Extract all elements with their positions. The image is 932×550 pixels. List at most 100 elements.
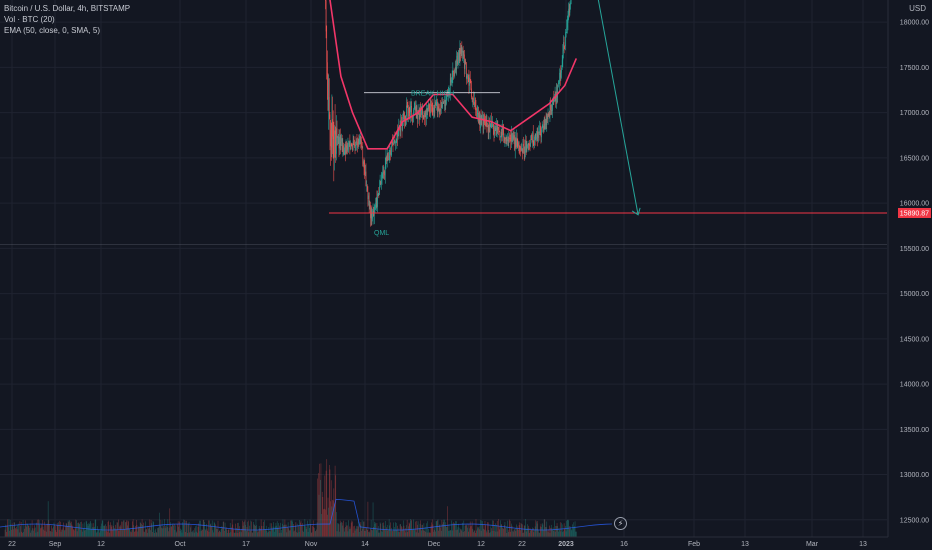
- candle-body: [475, 108, 477, 110]
- volume-bar: [351, 520, 353, 537]
- volume-indicator-label[interactable]: Vol · BTC (20): [4, 15, 55, 24]
- candle-body: [460, 47, 461, 54]
- candle-body: [511, 133, 512, 142]
- volume-bar: [377, 529, 378, 537]
- volume-bar: [345, 522, 347, 537]
- candle-body: [522, 148, 523, 153]
- volume-bar: [121, 530, 123, 537]
- volume-bar: [134, 531, 135, 537]
- volume-bar: [49, 530, 51, 537]
- volume-bar: [93, 527, 95, 537]
- candle-body: [513, 135, 515, 139]
- candle-body: [462, 50, 464, 56]
- candle-body: [511, 133, 513, 142]
- volume-bar: [107, 521, 109, 537]
- volume-bar: [214, 523, 216, 537]
- candle-body: [547, 114, 549, 120]
- volume-bar: [325, 470, 327, 537]
- volume-bar: [276, 521, 278, 537]
- candle-body: [339, 137, 341, 146]
- candle-body: [416, 106, 418, 112]
- candle-body: [329, 114, 331, 131]
- volume-bar: [452, 530, 454, 537]
- volume-bar: [30, 532, 32, 537]
- volume-bar: [408, 526, 409, 537]
- volume-bar: [485, 525, 486, 537]
- volume-bar: [197, 532, 198, 537]
- ema-indicator-label[interactable]: EMA (50, close, 0, SMA, 5): [4, 26, 101, 35]
- candle-body: [504, 138, 506, 142]
- volume-bar: [287, 522, 289, 537]
- volume-bar: [134, 531, 136, 537]
- price-axis[interactable]: 12500.00 13000.00 13500.00 14000.00 14500.00…: [887, 0, 932, 537]
- volume-bar: [336, 531, 338, 537]
- volume-bar: [523, 525, 525, 537]
- candle-body: [442, 102, 444, 104]
- annotations[interactable]: BOS firstBREAK HIGHQMLsupport makes resi…: [374, 0, 641, 237]
- symbol-title[interactable]: Bitcoin / U.S. Dollar, 4h, BITSTAMP: [4, 4, 131, 13]
- candle-body: [355, 145, 356, 146]
- candle-body: [390, 153, 392, 155]
- volume-bar: [15, 527, 16, 537]
- volume-bar: [29, 527, 30, 537]
- volume-bar: [514, 529, 515, 537]
- volume-bar: [388, 519, 390, 537]
- candle-body: [406, 105, 407, 117]
- time-axis[interactable]: 22 Sep 12 Oct 17 Nov 14 Dec 12 22 2023 16 Feb 13 Mar 13: [0, 536, 932, 550]
- price-tick-label: 15500.00: [900, 246, 929, 253]
- volume-bar: [100, 526, 102, 537]
- ema-series-line: [329, 0, 578, 150]
- volume-bar: [558, 528, 560, 537]
- volume-bar: [280, 532, 282, 537]
- volume-bar: [332, 499, 333, 537]
- candle-body: [344, 144, 346, 153]
- volume-bar: [240, 532, 242, 537]
- volume-bar: [209, 520, 210, 537]
- candle-body: [406, 105, 408, 108]
- candle-body: [512, 136, 514, 139]
- volume-bar: [500, 520, 501, 537]
- volume-bar: [22, 532, 23, 537]
- volume-bar: [239, 532, 241, 537]
- volume-bar: [172, 523, 174, 537]
- volume-bar: [75, 519, 77, 537]
- lightning-icon[interactable]: ⚡: [614, 517, 627, 530]
- volume-bar: [496, 524, 497, 537]
- candle-body: [474, 97, 475, 105]
- candle-body: [427, 110, 429, 112]
- volume-bar: [67, 520, 69, 537]
- volume-bar: [204, 522, 205, 537]
- volume-bar: [501, 524, 503, 537]
- volume-bar: [455, 530, 457, 537]
- volume-bar: [318, 473, 319, 537]
- volume-bar: [534, 526, 536, 537]
- volume-bar: [316, 522, 318, 537]
- volume-bar: [329, 465, 330, 537]
- volume-bar: [327, 497, 329, 537]
- candle-body: [354, 143, 355, 145]
- volume-bar: [193, 530, 194, 537]
- volume-bar: [298, 525, 299, 537]
- horizontal-levels[interactable]: [0, 0, 887, 246]
- candle-body: [523, 143, 524, 146]
- candle-body: [381, 174, 383, 181]
- candle-body: [529, 145, 531, 146]
- candle-body: [327, 62, 328, 79]
- volume-bar: [262, 530, 263, 537]
- candle-body: [440, 108, 441, 111]
- candle-body: [455, 67, 456, 72]
- volume-bar: [540, 523, 542, 537]
- volume-bar: [40, 527, 42, 537]
- volume-bar: [51, 525, 52, 537]
- volume-bar: [254, 525, 255, 537]
- volume-bar: [244, 521, 245, 537]
- volume-bar: [436, 521, 438, 537]
- chart-legend: Bitcoin / U.S. Dollar, 4h, BITSTAMP Vol …: [4, 3, 130, 36]
- candle-body: [445, 103, 447, 107]
- volume-bar: [491, 528, 492, 537]
- volume-bar: [428, 532, 430, 537]
- volume-bar: [27, 524, 28, 537]
- volume-bar: [399, 532, 400, 537]
- volume-bar: [335, 475, 337, 537]
